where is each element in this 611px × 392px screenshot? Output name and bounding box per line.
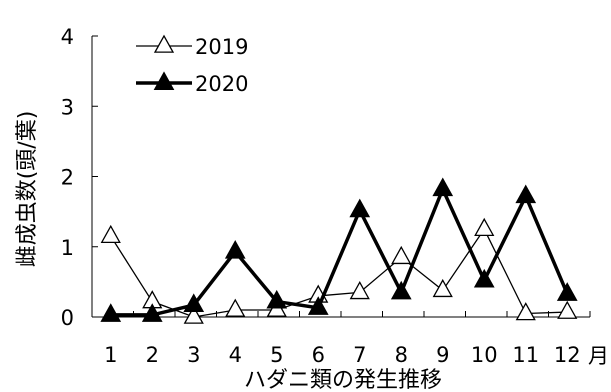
x-tick-label: 1 bbox=[104, 343, 117, 367]
x-axis-unit: 月 bbox=[588, 344, 609, 368]
data-point-2020 bbox=[141, 303, 163, 322]
x-tick-label: 9 bbox=[436, 343, 449, 367]
data-point-2020 bbox=[349, 198, 371, 218]
data-point-2020 bbox=[432, 177, 454, 197]
y-tick-label: 4 bbox=[61, 25, 74, 49]
x-tick-label: 3 bbox=[187, 343, 200, 367]
data-point-2019 bbox=[474, 217, 495, 236]
x-tick-label: 5 bbox=[270, 343, 283, 367]
data-point-2019 bbox=[183, 305, 204, 324]
series-layer bbox=[100, 177, 578, 324]
data-point-2019 bbox=[515, 302, 536, 321]
data-point-2019 bbox=[225, 298, 246, 317]
data-point-2020 bbox=[390, 280, 412, 300]
series-2020 bbox=[100, 177, 578, 322]
legend-label: 2020 bbox=[195, 72, 248, 96]
data-point-2019 bbox=[349, 281, 370, 300]
y-tick-label: 3 bbox=[61, 95, 74, 119]
x-tick-label: 12 bbox=[554, 343, 581, 367]
data-point-2020 bbox=[266, 289, 288, 309]
y-tick-label: 2 bbox=[61, 166, 74, 190]
legend-marker bbox=[153, 34, 175, 53]
data-point-2020 bbox=[307, 296, 329, 315]
legend: 2019 2020 bbox=[136, 34, 248, 96]
legend-item-2020: 2020 bbox=[136, 71, 248, 96]
legend-marker bbox=[153, 71, 175, 90]
x-tick-label: 10 bbox=[471, 343, 498, 367]
legend-item-2019: 2019 bbox=[136, 34, 248, 59]
data-point-2019 bbox=[391, 245, 412, 265]
x-axis-title: ハダニ類の発生推移 bbox=[244, 368, 442, 392]
y-axis-title: 雌成虫数(頭/葉) bbox=[15, 111, 40, 268]
x-tick-label: 6 bbox=[312, 343, 325, 367]
x-tick-label: 2 bbox=[146, 343, 159, 367]
data-point-2020 bbox=[556, 282, 578, 301]
data-point-2020 bbox=[224, 240, 246, 259]
data-point-2020 bbox=[183, 293, 205, 313]
data-point-2019 bbox=[557, 300, 578, 319]
data-point-2019 bbox=[100, 224, 121, 244]
data-point-2020 bbox=[100, 303, 122, 322]
x-tick-label: 8 bbox=[395, 343, 408, 367]
x-tick-label: 7 bbox=[353, 343, 366, 367]
x-tick-label: 4 bbox=[229, 343, 242, 367]
x-tick-label: 11 bbox=[512, 343, 539, 367]
series-line-2019 bbox=[110, 227, 568, 318]
data-point-2019 bbox=[432, 278, 453, 298]
series-line-2020 bbox=[110, 184, 569, 317]
data-point-2020 bbox=[473, 268, 495, 288]
y-tick-label: 1 bbox=[61, 236, 74, 260]
data-point-2020 bbox=[515, 184, 537, 204]
legend-label: 2019 bbox=[195, 35, 248, 59]
y-tick-label: 0 bbox=[61, 306, 74, 330]
